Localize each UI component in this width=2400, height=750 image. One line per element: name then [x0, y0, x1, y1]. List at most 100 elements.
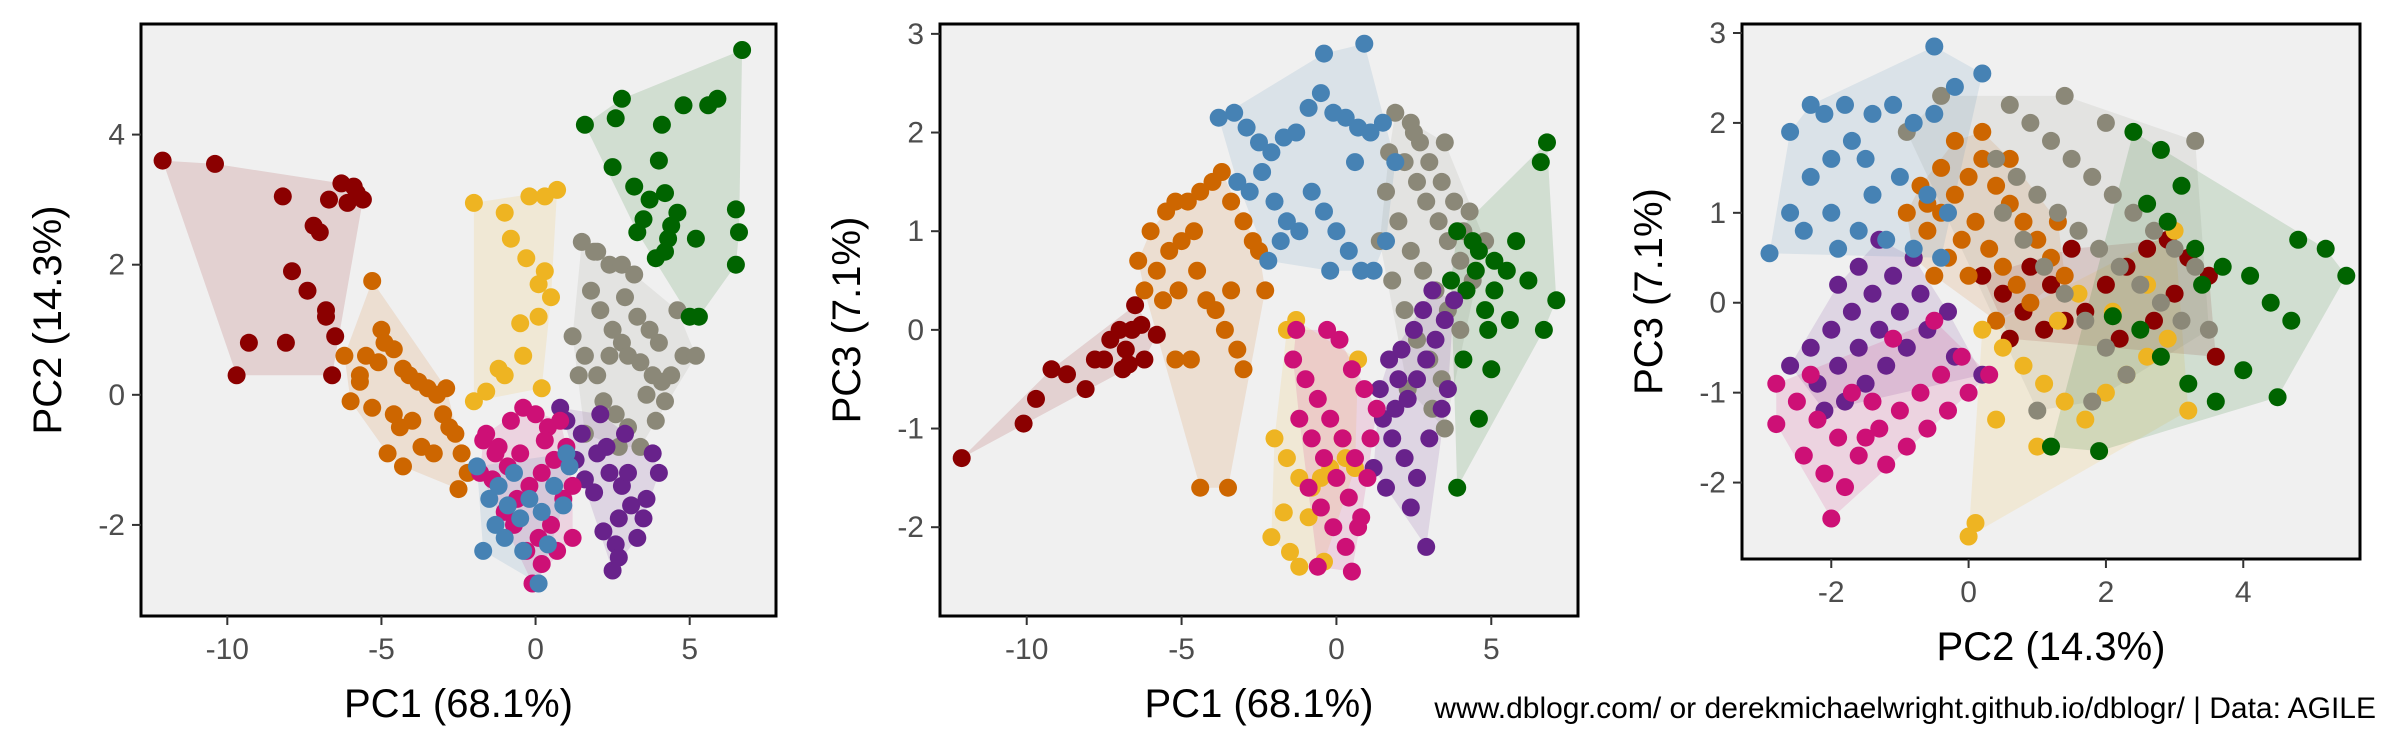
point-pink — [1822, 509, 1841, 528]
point-green — [2179, 374, 2198, 393]
point-purple — [1863, 284, 1882, 303]
point-gray — [2131, 275, 2150, 294]
point-orange — [1188, 261, 1207, 280]
point-gold — [495, 203, 514, 222]
point-darkred — [276, 333, 295, 352]
point-gold — [511, 314, 530, 333]
point-purple — [1414, 301, 1433, 320]
point-gray — [625, 265, 644, 284]
point-gold — [1262, 528, 1281, 547]
point-purple — [619, 463, 637, 482]
point-pink — [535, 431, 554, 450]
point-orange — [363, 398, 382, 417]
point-steelblue — [1336, 108, 1355, 127]
point-gold — [1274, 503, 1293, 522]
point-gray — [640, 320, 659, 339]
panel-pc2-vs-pc3: -2 0 2 4 -2 -1 0 1 2 3 PC2 (14.3%) PC3 (7.1%) — [1627, 17, 2362, 669]
point-pink — [1308, 557, 1327, 576]
point-steelblue — [1327, 222, 1346, 241]
point-orange — [1166, 350, 1185, 369]
point-green — [1457, 281, 1476, 300]
point-gold — [517, 249, 536, 268]
data-source-caption: www.dblogr.com/ or derekmichaelwright.gi… — [1433, 692, 2376, 725]
point-steelblue — [1209, 108, 1228, 127]
point-green — [1442, 271, 1460, 290]
point-steelblue — [1361, 123, 1380, 142]
point-steelblue — [1377, 232, 1395, 251]
point-green — [2268, 388, 2287, 407]
point-pink — [1336, 537, 1355, 556]
point-steelblue — [1877, 230, 1896, 249]
point-pink — [520, 476, 539, 495]
point-green — [575, 115, 594, 134]
point-pink — [1767, 374, 1786, 393]
point-orange — [1959, 266, 1978, 285]
point-steelblue — [1890, 167, 1909, 186]
point-purple — [1392, 340, 1411, 359]
point-darkred — [317, 307, 335, 326]
point-green — [1485, 281, 1504, 300]
point-green — [1476, 301, 1495, 320]
point-gold — [1281, 542, 1299, 561]
point-pink — [1980, 365, 1999, 384]
point-orange — [1166, 192, 1185, 211]
point-steelblue — [1259, 251, 1278, 270]
point-steelblue — [1822, 203, 1841, 222]
point-steelblue — [1237, 118, 1256, 137]
panel-pc1-vs-pc2: -10 -5 0 5 -2 0 2 4 PC1 (68.1%) PC2 (14.3%) — [26, 22, 778, 726]
point-darkred — [1119, 355, 1138, 374]
point-purple — [1408, 468, 1426, 487]
point-steelblue — [1904, 239, 1923, 258]
point-gray — [1377, 182, 1395, 201]
point-green — [1547, 291, 1566, 310]
point-darkred — [1014, 414, 1033, 433]
point-steelblue — [532, 502, 551, 521]
point-orange — [384, 340, 403, 359]
point-pink — [1299, 478, 1318, 497]
point-gold — [1265, 429, 1284, 448]
point-green — [689, 307, 708, 326]
point-orange — [1206, 301, 1225, 320]
point-gold — [1299, 508, 1318, 527]
point-orange — [369, 353, 388, 372]
point-green — [726, 255, 745, 274]
point-pink — [474, 431, 493, 450]
point-purple — [1829, 275, 1848, 294]
point-green — [2213, 257, 2232, 276]
point-gold — [514, 346, 533, 365]
point-darkred — [326, 327, 345, 346]
point-gold — [2076, 410, 2095, 429]
point-gray — [612, 255, 631, 274]
point-steelblue — [1973, 64, 1992, 83]
point-pink — [1884, 329, 1903, 348]
point-orange — [394, 457, 412, 476]
y-axis-title: PC2 (14.3%) — [26, 206, 70, 435]
point-gray — [674, 346, 693, 365]
point-gray — [2042, 131, 2060, 150]
point-orange — [341, 392, 360, 411]
point-purple — [1370, 380, 1389, 399]
point-steelblue — [1386, 153, 1405, 172]
point-pink — [1952, 347, 1971, 366]
point-gray — [1435, 419, 1454, 438]
point-gray — [588, 366, 607, 385]
point-steelblue — [1240, 182, 1259, 201]
point-darkred — [1116, 340, 1135, 359]
hull-gold — [473, 189, 558, 402]
point-steelblue — [1760, 244, 1779, 263]
point-green — [606, 109, 625, 128]
point-pink — [1321, 409, 1340, 428]
point-gold — [548, 180, 567, 199]
point-gray — [2055, 284, 2074, 303]
point-purple — [1386, 399, 1405, 418]
point-purple — [591, 405, 610, 424]
point-gray — [2028, 185, 2047, 204]
point-pink — [1787, 392, 1806, 411]
point-pink — [1287, 320, 1306, 339]
point-gray — [572, 232, 591, 251]
point-orange — [2021, 293, 2040, 312]
point-steelblue — [1346, 153, 1364, 172]
point-gray — [1404, 123, 1423, 142]
point-purple — [1423, 281, 1442, 300]
point-gold — [464, 392, 483, 411]
